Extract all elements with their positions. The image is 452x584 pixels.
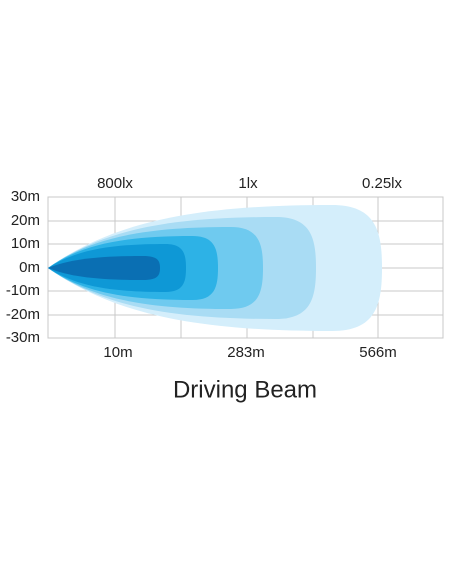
x-label: 283m <box>227 344 265 361</box>
beam-zone <box>48 256 160 280</box>
y-label: -20m <box>6 306 40 323</box>
y-label: 0m <box>19 259 40 276</box>
top-label: 0.25lx <box>362 175 403 192</box>
y-label: 20m <box>11 212 40 229</box>
y-label: 30m <box>11 188 40 205</box>
top-label: 1lx <box>238 175 258 192</box>
y-label: -10m <box>6 282 40 299</box>
y-label: -30m <box>6 329 40 346</box>
x-label: 10m <box>103 344 132 361</box>
title: Driving Beam <box>173 376 317 403</box>
top-label: 800lx <box>97 175 133 192</box>
beam-pattern <box>48 205 382 331</box>
y-label: 10m <box>11 235 40 252</box>
x-label: 566m <box>359 344 397 361</box>
